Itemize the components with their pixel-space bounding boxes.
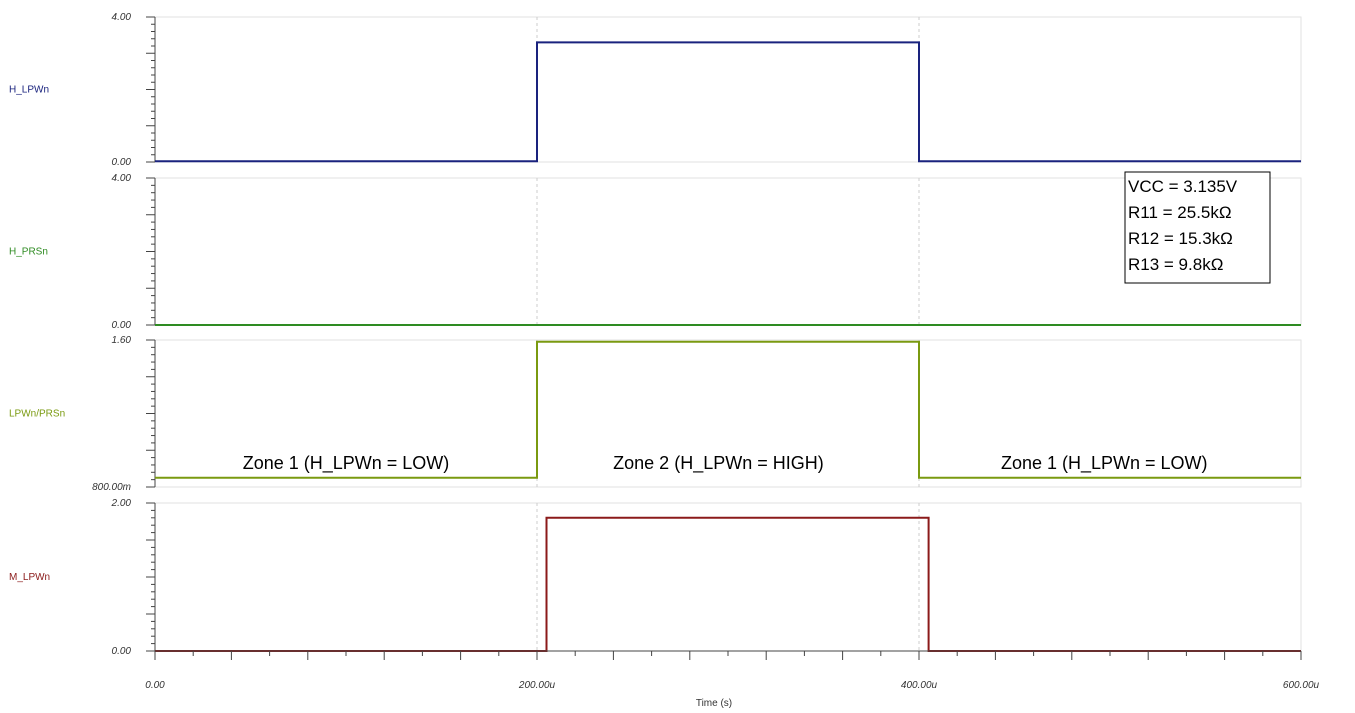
- zone-annotation: Zone 1 (H_LPWn = LOW): [1001, 453, 1208, 474]
- y-tick-label: 800.00m: [92, 482, 131, 493]
- x-tick-label: 600.00u: [1283, 680, 1320, 691]
- parameter-line: R11 = 25.5kΩ: [1128, 203, 1232, 222]
- panel-frame: [154, 16, 1302, 163]
- parameter-box: [1124, 171, 1271, 284]
- trace-lpwn-prsn: [155, 340, 1301, 479]
- parameter-line: VCC = 3.135V: [1128, 177, 1238, 196]
- y-tick-label: 0.00: [112, 157, 132, 168]
- x-tick-label: 400.00u: [901, 680, 938, 691]
- panel-frame: [154, 502, 1302, 652]
- trace-h-lpwn: [155, 41, 1301, 163]
- x-axis-title: Time (s): [696, 698, 732, 709]
- y-tick-label: 0.00: [112, 320, 132, 331]
- trace-m-lpwn: [155, 516, 1301, 652]
- x-tick-label: 200.00u: [518, 680, 556, 691]
- parameter-line: R13 = 9.8kΩ: [1128, 255, 1223, 274]
- parameter-line: R12 = 15.3kΩ: [1128, 229, 1233, 248]
- channel-label: LPWn/PRSn: [9, 409, 65, 420]
- y-tick-label: 0.00: [112, 646, 132, 657]
- x-tick-label: 0.00: [145, 680, 165, 691]
- y-tick-label: 4.00: [112, 173, 132, 184]
- zone-annotation: Zone 2 (H_LPWn = HIGH): [613, 453, 824, 474]
- y-tick-label: 1.60: [112, 335, 132, 346]
- channel-label: H_LPWn: [9, 85, 49, 96]
- channel-label: M_LPWn: [9, 572, 50, 583]
- y-tick-label: 4.00: [112, 12, 132, 23]
- y-tick-label: 2.00: [111, 498, 132, 509]
- channel-label: H_PRSn: [9, 247, 48, 258]
- zone-annotation: Zone 1 (H_LPWn = LOW): [243, 453, 450, 474]
